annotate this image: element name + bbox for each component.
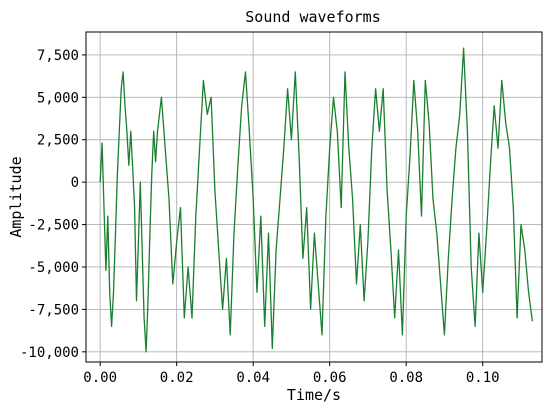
series-layer — [99, 47, 534, 353]
y-tick-label: -7,500 — [28, 302, 79, 318]
y-tick-label: -5,000 — [28, 260, 79, 276]
tick-labels: 0.00 0.02 0.04 0.06 0.08 0.10 -10,000 -7,500 -5,… — [20, 48, 500, 386]
y-tick-label: 2,500 — [37, 133, 79, 149]
x-tick-label: 0.00 — [83, 370, 117, 386]
waveform-series-line — [99, 47, 534, 353]
y-tick-label: 5,000 — [37, 90, 79, 106]
y-tick-label: 0 — [71, 175, 79, 191]
axis-ticks — [82, 54, 484, 366]
x-tick-label: 0.08 — [389, 370, 423, 386]
plot-frame — [85, 31, 543, 363]
x-tick-label: 0.04 — [236, 370, 270, 386]
y-tick-label: -10,000 — [20, 345, 79, 361]
y-tick-label: -2,500 — [28, 218, 79, 234]
x-tick-label: 0.06 — [313, 370, 347, 386]
y-tick-label: 7,500 — [37, 48, 79, 64]
x-tick-label: 0.02 — [160, 370, 194, 386]
x-tick-label: 0.10 — [466, 370, 500, 386]
x-axis-label: Time/s — [287, 386, 341, 404]
y-axis-label: Amplitude — [7, 156, 25, 237]
chart-title: Sound waveforms — [245, 8, 380, 26]
